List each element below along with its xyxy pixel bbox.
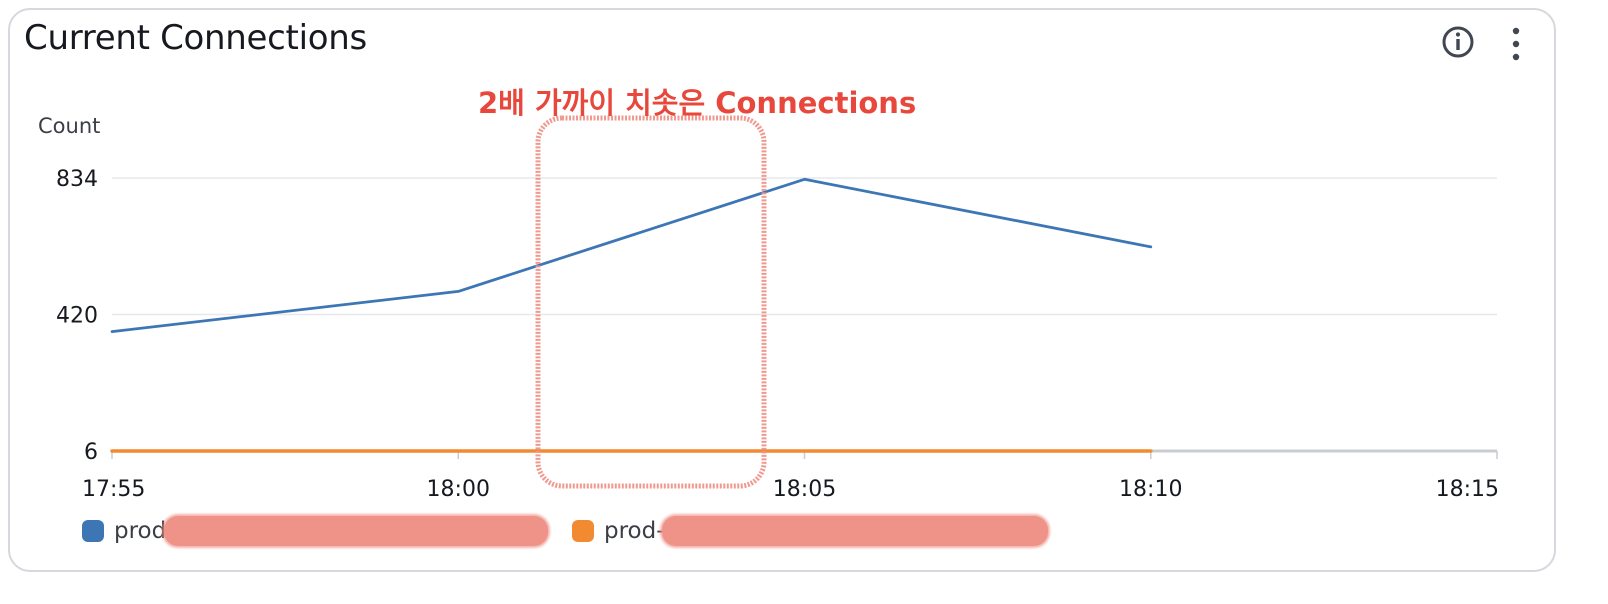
x-tick-label-3: 18:10 <box>1119 477 1182 502</box>
y-tick-label-1: 420 <box>56 304 98 329</box>
annotation-highlight-box <box>535 115 767 489</box>
y-axis-label: Count <box>38 114 100 138</box>
redaction-mark-1 <box>164 516 548 546</box>
x-tick-label-0: 17:55 <box>82 477 145 502</box>
annotation-text: 2배 가까이 치솟은 Connections <box>478 86 917 120</box>
legend-swatch-2 <box>572 520 594 542</box>
x-tick-label-1: 18:00 <box>427 477 490 502</box>
chart-widget <box>8 8 1556 572</box>
x-tick-label-2: 18:05 <box>773 477 836 502</box>
legend-swatch-1 <box>82 520 104 542</box>
axes: 6 420 834 Count 17:55 18:00 18:05 18:10 18:15 <box>38 114 1499 502</box>
vertical-dots-icon[interactable] <box>1496 22 1536 62</box>
redaction-mark-2 <box>662 516 1048 546</box>
widget-title: Current Connections <box>24 18 367 58</box>
legend-item-1[interactable]: prod <box>82 514 166 548</box>
series-line-1 <box>110 177 1153 334</box>
x-tick-label-4: 18:15 <box>1436 477 1499 502</box>
y-tick-label-0: 6 <box>84 440 98 465</box>
legend-label-1: prod <box>114 518 167 544</box>
annotation-box-layer <box>535 115 767 489</box>
series <box>110 177 1153 453</box>
y-tick-label-2: 834 <box>56 167 98 192</box>
grid-lines <box>112 177 1497 316</box>
legend-label-2: prod- <box>604 518 665 544</box>
info-circle-icon[interactable] <box>1438 22 1478 62</box>
legend-item-2[interactable]: prod- <box>572 514 665 548</box>
